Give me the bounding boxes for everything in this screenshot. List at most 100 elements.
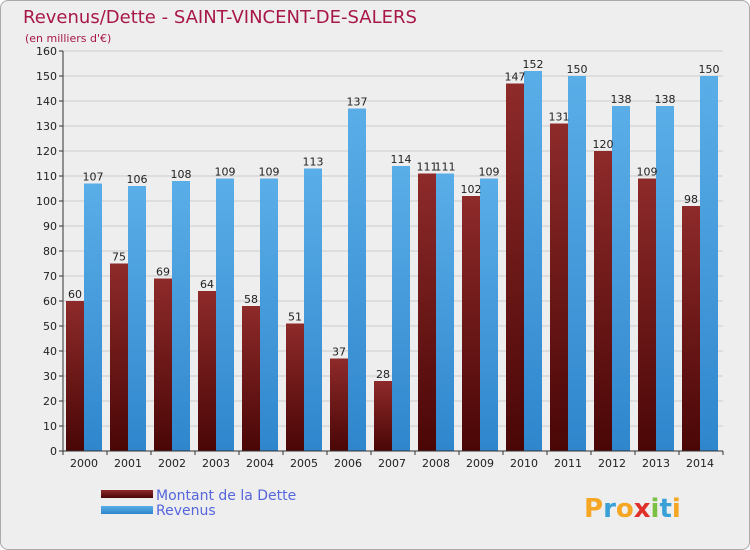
bar-revenus-2007 — [392, 166, 410, 451]
legend: Montant de la Dette Revenus — [101, 488, 296, 519]
y-tick-label: 20 — [43, 395, 57, 408]
bar-dette-2003 — [198, 291, 216, 451]
bar-dette-2001 — [110, 263, 128, 451]
bar-dette-2004 — [242, 306, 260, 451]
y-tick-label: 100 — [36, 195, 57, 208]
y-tick-label: 140 — [36, 95, 57, 108]
y-tick-label: 130 — [36, 120, 57, 133]
value-label-dette-2010: 147 — [505, 71, 526, 84]
value-label-dette-2000: 60 — [68, 288, 82, 301]
x-tick-label: 2012 — [598, 457, 626, 470]
x-tick-label: 2000 — [70, 457, 98, 470]
bar-dette-2002 — [154, 278, 172, 451]
bar-revenus-2005 — [304, 168, 322, 451]
value-label-dette-2011: 131 — [549, 111, 570, 124]
bar-dette-2009 — [462, 196, 480, 451]
y-tick-label: 10 — [43, 420, 57, 433]
x-tick-label: 2006 — [334, 457, 362, 470]
value-label-revenus-2006: 137 — [347, 96, 368, 109]
value-label-revenus-2002: 108 — [171, 168, 192, 181]
x-axis: 2000 2001 2002 2003 2004 2005 2006 2007 2008 2009… — [62, 450, 724, 470]
value-label-revenus-2005: 113 — [303, 156, 324, 169]
value-label-revenus-2008: 111 — [435, 161, 456, 174]
bar-revenus-2009 — [480, 178, 498, 451]
chart-title: Revenus/Dette - SAINT-VINCENT-DE-SALERS — [23, 7, 417, 28]
y-axis: 0 10 20 30 40 50 60 70 80 90 100 110 120 130 140 150 160 — [36, 45, 64, 458]
chart-subtitle: (en milliers d'€) — [25, 32, 111, 45]
value-label-revenus-2014: 150 — [699, 63, 720, 76]
legend-swatch-dette — [101, 490, 153, 498]
value-label-dette-2009: 102 — [461, 183, 482, 196]
bar-dette-2010 — [506, 83, 524, 451]
value-label-revenus-2009: 109 — [479, 166, 500, 179]
value-label-revenus-2012: 138 — [611, 93, 632, 106]
logo-letter: r — [603, 494, 616, 524]
y-tick-label: 40 — [43, 345, 57, 358]
logo-letter: t — [659, 494, 671, 524]
value-label-revenus-2001: 106 — [127, 173, 148, 186]
logo-letter: i — [651, 494, 660, 524]
y-tick-label: 110 — [36, 170, 57, 183]
x-tick-label: 2013 — [642, 457, 670, 470]
y-tick-label: 60 — [43, 295, 57, 308]
bar-revenus-2012 — [612, 106, 630, 451]
bar-revenus-2008 — [436, 173, 454, 451]
bar-revenus-2014 — [700, 76, 718, 451]
bar-revenus-2004 — [260, 178, 278, 451]
x-tick-label: 2001 — [114, 457, 142, 470]
y-tick-label: 80 — [43, 245, 57, 258]
value-label-dette-2008: 111 — [417, 161, 438, 174]
proxiti-logo: Proxiti — [584, 494, 681, 524]
bar-revenus-2002 — [172, 181, 190, 451]
logo-letter: i — [672, 494, 681, 524]
value-label-dette-2003: 64 — [200, 278, 214, 291]
value-labels: 60 107 75 106 69 108 64 109 58 109 51 113 37 137 28 114… — [68, 58, 720, 381]
x-tick-label: 2003 — [202, 457, 230, 470]
legend-label-revenus: Revenus — [156, 503, 216, 519]
y-tick-label: 0 — [50, 445, 57, 458]
x-tick-label: 2009 — [466, 457, 494, 470]
x-tick-label: 2010 — [510, 457, 538, 470]
bar-dette-2000 — [66, 301, 84, 451]
legend-swatch-revenus — [101, 506, 153, 514]
value-label-dette-2004: 58 — [244, 293, 258, 306]
value-label-revenus-2013: 138 — [655, 93, 676, 106]
logo-letter: x — [634, 494, 651, 524]
logo-letter: o — [616, 494, 634, 524]
y-tick-label: 120 — [36, 145, 57, 158]
x-tick-label: 2008 — [422, 457, 450, 470]
value-label-revenus-2004: 109 — [259, 166, 280, 179]
x-tick-label: 2011 — [554, 457, 582, 470]
bar-revenus-2011 — [568, 76, 586, 451]
legend-label-dette: Montant de la Dette — [156, 488, 296, 504]
y-tick-label: 150 — [36, 70, 57, 83]
bar-revenus-2003 — [216, 178, 234, 451]
x-tick-label: 2005 — [290, 457, 318, 470]
value-label-dette-2001: 75 — [112, 251, 126, 264]
bar-revenus-2013 — [656, 106, 674, 451]
value-label-dette-2002: 69 — [156, 266, 170, 279]
x-tick-label: 2007 — [378, 457, 406, 470]
bar-revenus-2000 — [84, 183, 102, 451]
bar-revenus-2006 — [348, 108, 366, 451]
value-label-dette-2005: 51 — [288, 311, 302, 324]
y-tick-label: 50 — [43, 320, 57, 333]
value-label-dette-2012: 120 — [593, 138, 614, 151]
bar-dette-2007 — [374, 381, 392, 451]
x-tick-label: 2004 — [246, 457, 274, 470]
value-label-dette-2014: 98 — [684, 193, 698, 206]
bar-dette-2014 — [682, 206, 700, 451]
value-label-revenus-2007: 114 — [391, 153, 412, 166]
bars-layer — [66, 71, 718, 451]
x-tick-label: 2002 — [158, 457, 186, 470]
bar-dette-2006 — [330, 358, 348, 451]
value-label-revenus-2003: 109 — [215, 166, 236, 179]
value-label-dette-2006: 37 — [332, 346, 346, 359]
bar-dette-2008 — [418, 173, 436, 451]
value-label-dette-2007: 28 — [376, 368, 390, 381]
value-label-dette-2013: 109 — [637, 166, 658, 179]
bar-dette-2012 — [594, 151, 612, 451]
logo-letter: P — [584, 494, 603, 524]
